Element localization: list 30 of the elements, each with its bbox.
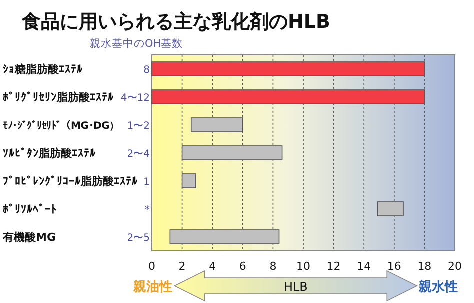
chart-title: 食品に用いられる主な乳化剤のHLB: [21, 11, 330, 33]
text: 2〜4: [127, 149, 150, 160]
text: *: [145, 205, 150, 216]
text: 親水基中のOH基数: [90, 37, 184, 50]
y-tick-label: ｼｮ糖脂肪酸ｴｽﾃﾙ: [3, 63, 83, 76]
text: 1〜2: [127, 121, 150, 132]
y-tick-label: ﾎﾟﾘｿﾙﾍﾞｰﾄ: [3, 203, 57, 216]
x-tick-label: 16: [387, 260, 402, 273]
x-tick-label: 18: [418, 260, 432, 273]
x-tick-label: 4: [209, 260, 216, 273]
x-tick-label: 10: [296, 260, 310, 273]
y-tick-label: ﾓﾉ･ｼﾞｸﾞﾘｾﾘﾄﾞ（MG･DG）: [3, 120, 120, 132]
x-axis-title: HLB: [284, 280, 308, 294]
text: 親水性: [418, 279, 458, 295]
y-tick-label: 有機酸MG: [2, 231, 56, 244]
y-tick-label: ﾎﾟﾘｸﾞﾘｾﾘﾝ脂肪酸ｴｽﾃﾙ: [3, 91, 114, 104]
y-tick-label: ｿﾙﾋﾞﾀﾝ脂肪酸ｴｽﾃﾙ: [3, 147, 96, 160]
x-tick-label: 8: [270, 260, 277, 273]
x-tick-label: 20: [448, 260, 462, 273]
x-tick-label: 12: [326, 260, 341, 273]
text: 4〜12: [120, 93, 150, 104]
x-tick-label: 0: [148, 260, 156, 273]
x-tick-label: 14: [357, 260, 372, 273]
text: 親油性: [132, 279, 173, 295]
x-tick-label: 6: [239, 260, 246, 273]
x-tick-label: 2: [178, 260, 186, 273]
text: 8: [144, 65, 150, 76]
y-tick-label: ﾌﾟﾛﾋﾟﾚﾝｸﾞﾘｺｰﾙ脂肪酸ｴｽﾃﾙ: [3, 175, 138, 188]
text: 2〜5: [127, 233, 150, 244]
text: 1: [144, 177, 150, 188]
